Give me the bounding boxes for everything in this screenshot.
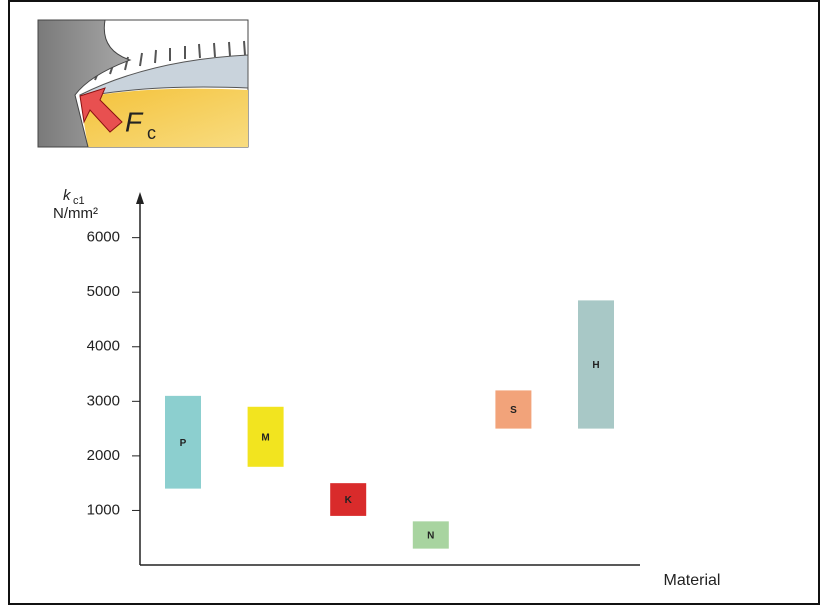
force-symbol: F (125, 106, 144, 137)
y-tick-label: 4000 (87, 338, 120, 355)
y-axis-unit: N/mm² (53, 205, 98, 222)
bar-label: H (592, 360, 599, 371)
force-subscript: c (147, 123, 156, 143)
bar-label: P (180, 438, 187, 449)
bar-label: M (261, 432, 269, 443)
y-tick-label: 3000 (87, 392, 120, 409)
illustration: F c (38, 20, 248, 147)
bar-label: N (427, 531, 434, 542)
y-tick-label: 1000 (87, 501, 120, 518)
y-tick-label: 2000 (87, 447, 120, 464)
x-axis-label: Material (664, 572, 721, 589)
bar-label: S (510, 405, 517, 416)
y-tick-label: 6000 (87, 229, 120, 246)
bar-label: K (345, 495, 353, 506)
chart: F c k c1 N/mm² Material 1000200030004000… (0, 0, 825, 606)
y-tick-label: 5000 (87, 283, 120, 300)
